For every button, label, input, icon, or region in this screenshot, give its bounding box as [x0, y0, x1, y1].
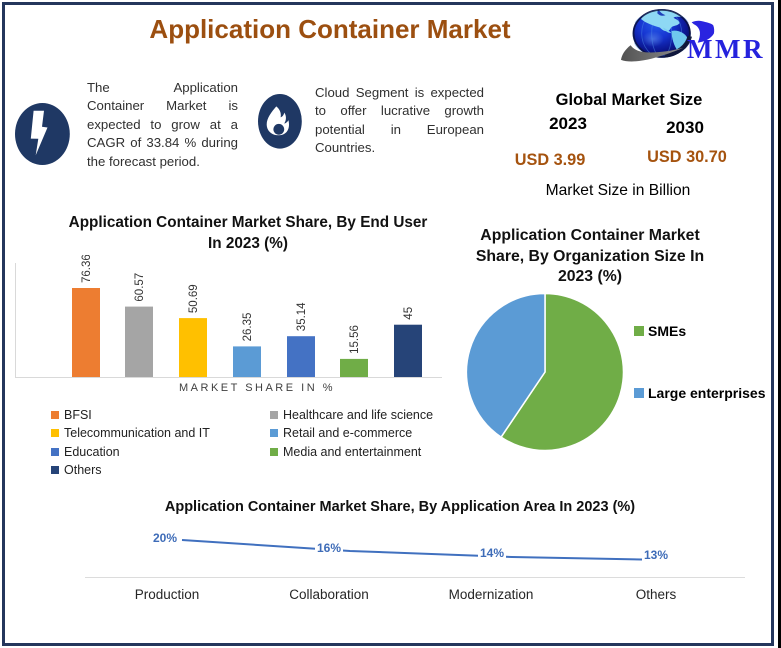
svg-text:76.36: 76.36 — [81, 255, 93, 283]
svg-text:15.56: 15.56 — [349, 325, 361, 354]
svg-text:MMR: MMR — [687, 34, 765, 64]
svg-text:60.57: 60.57 — [134, 273, 146, 302]
svg-text:50.69: 50.69 — [188, 284, 200, 313]
svg-text:45: 45 — [403, 307, 415, 320]
svg-text:35.14: 35.14 — [296, 302, 308, 331]
svg-text:26.35: 26.35 — [242, 313, 254, 342]
